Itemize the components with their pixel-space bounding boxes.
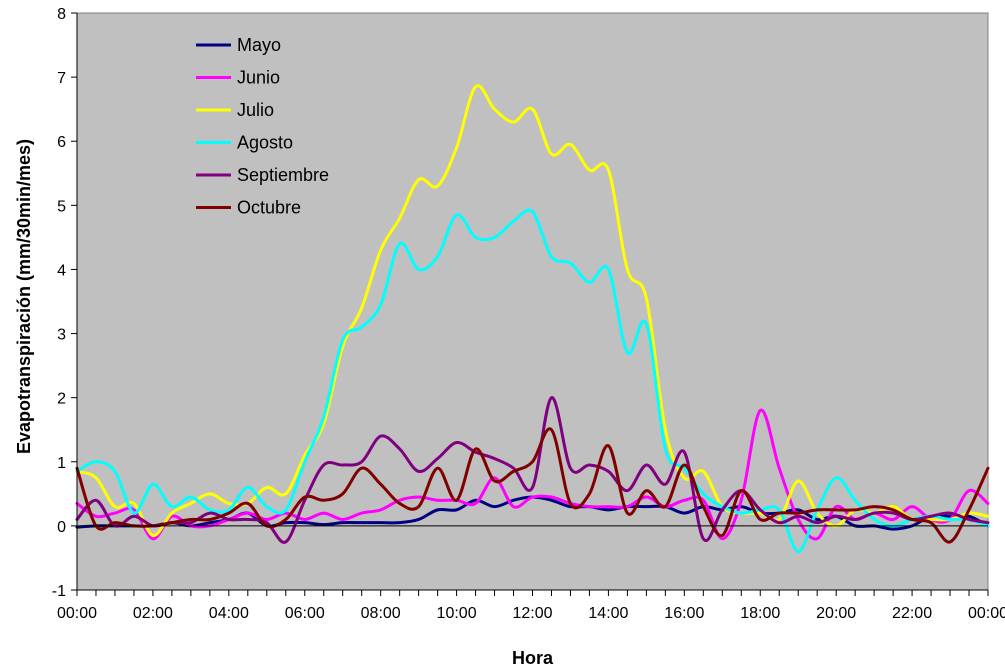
x-tick-label: 00:00 [968, 605, 1005, 622]
x-tick-label: 08:00 [361, 605, 401, 622]
plot-area [76, 12, 989, 591]
x-tick-label: 00:00 [57, 605, 97, 622]
legend-label-julio: Julio [237, 100, 274, 120]
y-tick-label: 2 [57, 391, 66, 408]
y-tick-label: 7 [57, 70, 66, 87]
x-tick-label: 10:00 [437, 605, 477, 622]
x-tick-label: 16:00 [664, 605, 704, 622]
x-tick-label: 04:00 [209, 605, 249, 622]
legend-label-octubre: Octubre [237, 198, 301, 218]
x-tick-label: 14:00 [588, 605, 628, 622]
x-tick-label: 12:00 [512, 605, 552, 622]
y-tick-label: 0 [57, 519, 66, 536]
x-tick-label: 02:00 [133, 605, 173, 622]
y-tick-label: -1 [52, 583, 66, 600]
x-tick-label: 20:00 [816, 605, 856, 622]
axes: 8 7 6 5 4 3 2 1 0 -1 00:00 02:00 04:00 06:00 08:00 10:0… [52, 6, 1005, 622]
y-tick-label: 8 [57, 6, 66, 23]
y-axis-title: Evapotranspiración (mm/30min/mes) [14, 139, 34, 454]
x-axis-title: Hora [512, 648, 554, 668]
legend-label-mayo: Mayo [237, 35, 281, 55]
legend-label-junio: Junio [237, 68, 280, 88]
legend: Mayo Junio Julio Agosto Septiembre Octubre [196, 35, 329, 218]
x-tick-label: 18:00 [740, 605, 780, 622]
series-line-octubre [75, 427, 990, 544]
y-tick-label: 4 [57, 262, 66, 279]
y-tick-label: 3 [57, 327, 66, 344]
y-tick-label: 1 [57, 455, 66, 472]
series-layer [75, 84, 990, 554]
series-line-agosto [75, 208, 990, 554]
y-tick-label: 5 [57, 198, 66, 215]
x-tick-label: 06:00 [285, 605, 325, 622]
y-tick-label: 6 [57, 134, 66, 151]
x-tick-label: 22:00 [892, 605, 932, 622]
legend-label-agosto: Agosto [237, 133, 293, 153]
legend-label-septiembre: Septiembre [237, 165, 329, 185]
series-line-septiembre [75, 396, 990, 544]
